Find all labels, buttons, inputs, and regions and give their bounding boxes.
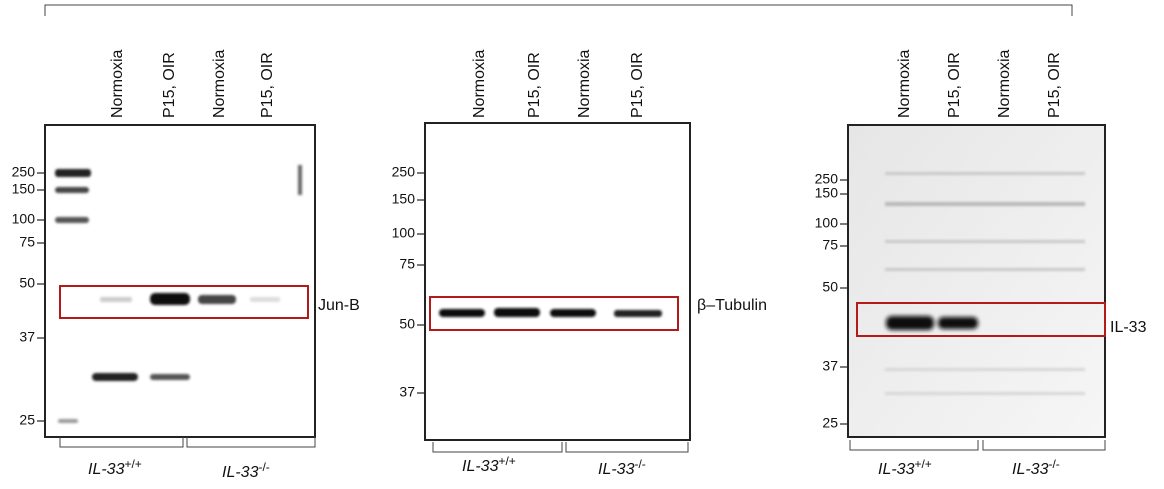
blot-frame	[424, 122, 691, 441]
genotype-label: IL-33+/+	[878, 457, 932, 478]
lane-label: P15, OIR	[1046, 52, 1063, 118]
marker-label: 50	[19, 275, 35, 291]
top-bracket	[44, 4, 1073, 16]
genotype-bracket	[59, 437, 184, 448]
marker-label: 37	[19, 329, 35, 345]
marker-label: 250	[815, 171, 839, 187]
genotype-sup: -/-	[258, 460, 269, 474]
marker-label: 250	[392, 164, 416, 180]
lane-label: Normoxia	[109, 49, 126, 118]
marker-label: 150	[392, 191, 416, 207]
genotype-sup: -/-	[1048, 457, 1059, 471]
band-label: Jun-B	[318, 297, 360, 314]
genotype-label: IL-33+/+	[462, 454, 516, 475]
marker-label: 25	[19, 412, 35, 428]
blot-frame	[847, 124, 1106, 438]
lane-label: P15, OIR	[629, 52, 646, 118]
blot-2	[425, 123, 690, 440]
marker-label: 100	[392, 225, 416, 241]
band-label: β–Tubulin	[697, 297, 767, 314]
marker-label: 150	[815, 185, 839, 201]
genotype-bracket	[849, 440, 979, 451]
genotype-name: IL-33	[462, 458, 499, 475]
lane-label: Normoxia	[211, 49, 228, 118]
lane-label: P15, OIR	[161, 52, 178, 118]
genotype-bracket	[982, 440, 1106, 451]
genotype-name: IL-33	[222, 464, 259, 481]
lane-label: P15, OIR	[946, 52, 963, 118]
blot-frame	[44, 124, 316, 438]
marker-label: 25	[822, 415, 838, 431]
genotype-name: IL-33	[598, 461, 635, 478]
band-highlight	[429, 296, 679, 331]
genotype-sup: +/+	[124, 457, 141, 471]
genotype-name: IL-33	[88, 461, 125, 478]
marker-label: 150	[12, 181, 36, 197]
genotype-bracket	[432, 442, 563, 453]
lane-label: P15, OIR	[526, 52, 543, 118]
genotype-label: IL-33+/+	[88, 457, 142, 478]
genotype-label: IL-33-/-	[598, 457, 646, 478]
blot-3	[848, 125, 1105, 437]
genotype-bracket	[186, 437, 316, 448]
genotype-sup: +/+	[498, 454, 515, 468]
band-label: IL-33	[1110, 319, 1147, 336]
lane-label: Normoxia	[996, 49, 1013, 118]
marker-label: 250	[12, 164, 36, 180]
band-highlight	[59, 285, 309, 319]
marker-label: 37	[399, 384, 415, 400]
lane-label: Normoxia	[471, 49, 488, 118]
lane-label: Normoxia	[576, 49, 593, 118]
genotype-sup: +/+	[914, 457, 931, 471]
marker-label: 100	[815, 215, 839, 231]
marker-label: 75	[399, 256, 415, 272]
genotype-name: IL-33	[1012, 461, 1049, 478]
genotype-sup: -/-	[634, 457, 645, 471]
genotype-label: IL-33-/-	[222, 460, 270, 481]
genotype-label: IL-33-/-	[1012, 457, 1060, 478]
marker-label: 75	[19, 234, 35, 250]
genotype-bracket	[565, 442, 689, 453]
marker-label: 37	[822, 358, 838, 374]
marker-label: 50	[822, 279, 838, 295]
marker-label: 75	[822, 237, 838, 253]
lane-label: Normoxia	[896, 49, 913, 118]
genotype-name: IL-33	[878, 461, 915, 478]
marker-label: 100	[12, 211, 36, 227]
blot-1	[45, 125, 315, 437]
band-highlight	[856, 302, 1106, 337]
marker-label: 50	[399, 316, 415, 332]
lane-label: P15, OIR	[259, 52, 276, 118]
